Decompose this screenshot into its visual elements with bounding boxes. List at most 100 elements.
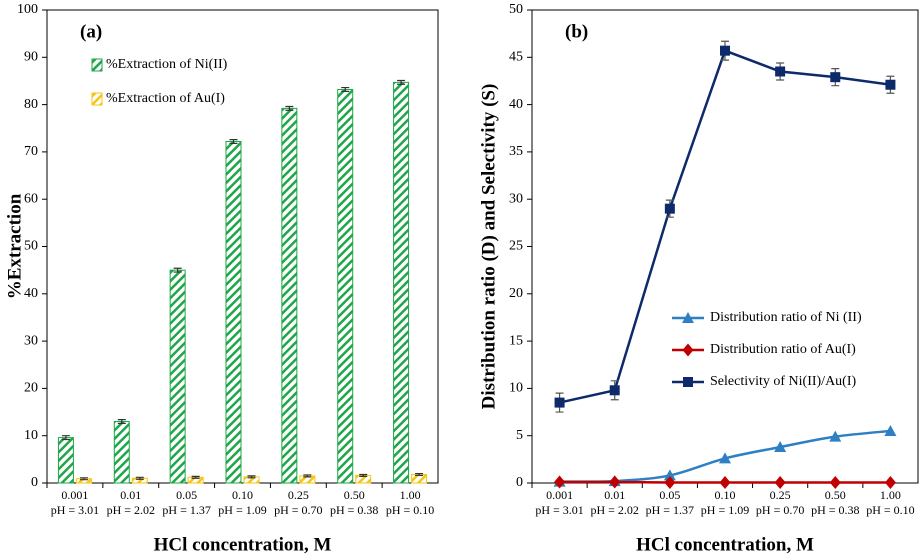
y-tick-label: 0: [31, 475, 38, 490]
x-tick-label: 0.05: [176, 488, 197, 502]
y-tick-label: 35: [509, 144, 523, 159]
marker: [885, 79, 896, 90]
error-bar: [117, 419, 126, 425]
x-tick-note: pH = 0.70: [274, 503, 322, 517]
error-bar: [79, 477, 88, 481]
y-tick-label: 80: [24, 97, 38, 112]
x-tick-label: 0.05: [659, 488, 680, 502]
marker: [720, 45, 730, 56]
x-tick-label: 0.25: [770, 488, 791, 502]
marker: [774, 476, 786, 490]
x-tick-note: pH = 0.38: [811, 503, 859, 517]
y-tick-label: 10: [24, 428, 38, 443]
y-tick-label: 60: [24, 191, 38, 206]
legend-label: %Extraction of Ni(II): [106, 57, 228, 72]
x-tick-note: pH = 1.37: [646, 503, 694, 517]
bar: [393, 81, 410, 484]
legend-swatch: [91, 92, 103, 106]
y-tick-label: 25: [509, 239, 523, 254]
x-tick-label: 1.00: [880, 488, 901, 502]
marker: [664, 203, 675, 214]
y-tick-label: 20: [24, 381, 38, 396]
y-tick-label: 100: [17, 2, 38, 17]
error-bar: [173, 267, 182, 273]
plot-frame: [46, 9, 439, 484]
legend-label: Distribution ratio of Au(I): [710, 342, 856, 357]
y-tick-label: 15: [509, 333, 523, 348]
marker: [682, 312, 694, 323]
marker: [663, 469, 676, 481]
y-tick-label: 40: [24, 286, 38, 301]
x-tick-note: pH = 0.10: [386, 503, 434, 517]
marker: [775, 66, 786, 77]
error-bar: [303, 474, 312, 478]
marker: [830, 72, 841, 83]
error-bar: [397, 79, 406, 85]
y-tick-label: 90: [24, 50, 38, 65]
x-axis-title: HCl concentration, M: [154, 534, 332, 555]
x-tick-note: pH = 0.70: [756, 503, 804, 517]
marker: [719, 452, 731, 464]
x-tick-label: 0.01: [604, 488, 625, 502]
bar: [113, 421, 130, 484]
x-tick-label: 0.001: [546, 488, 573, 502]
x-tick-label: 0.50: [825, 488, 846, 502]
error-bar: [229, 139, 238, 144]
marker: [683, 377, 693, 387]
error-bar: [359, 473, 368, 477]
y-tick-label: 10: [509, 381, 523, 396]
error-bar: [285, 105, 294, 111]
y-tick-label: 30: [509, 191, 523, 206]
legend-label: Selectivity of Ni(II)/Au(I): [710, 374, 857, 389]
y-tick-label: 50: [24, 239, 38, 254]
x-tick-note: pH = 2.02: [107, 503, 155, 517]
error-bar: [415, 472, 424, 477]
marker: [829, 476, 841, 490]
legend-swatch: [91, 58, 103, 72]
bar: [281, 107, 298, 484]
x-tick-label: 0.10: [232, 488, 253, 502]
x-tick-note: pH = 0.38: [330, 503, 378, 517]
x-axis-title: HCl concentration, M: [636, 534, 814, 555]
bar: [169, 269, 186, 484]
x-tick-label: 0.01: [120, 488, 141, 502]
marker: [554, 475, 566, 489]
panel-label: (b): [565, 21, 588, 42]
x-tick-label: 0.50: [344, 488, 365, 502]
marker: [774, 441, 787, 453]
marker: [609, 475, 621, 489]
x-tick-label: 1.00: [400, 488, 421, 502]
x-tick-note: pH = 1.37: [162, 503, 210, 517]
y-tick-label: 45: [509, 50, 523, 65]
y-axis-title: %Extraction: [4, 193, 25, 299]
marker: [884, 476, 896, 490]
error-bar: [341, 86, 350, 92]
error-bar: [191, 475, 200, 479]
x-tick-label: 0.001: [61, 488, 88, 502]
y-tick-label: 40: [509, 97, 523, 112]
y-tick-label: 50: [509, 2, 523, 17]
marker: [884, 424, 897, 436]
bar: [57, 437, 74, 484]
marker: [682, 343, 694, 357]
x-tick-note: pH = 3.01: [51, 503, 99, 517]
x-tick-note: pH = 0.10: [866, 503, 914, 517]
y-tick-label: 5: [516, 428, 523, 443]
legend-label: Distribution ratio of Ni (II): [710, 310, 862, 325]
bar: [337, 88, 354, 484]
x-tick-label: 0.25: [288, 488, 309, 502]
marker: [719, 476, 731, 490]
bar: [225, 140, 242, 484]
marker: [829, 430, 842, 442]
y-tick-label: 30: [24, 333, 38, 348]
x-tick-note: pH = 1.09: [218, 503, 266, 517]
marker: [609, 385, 620, 396]
y-tick-label: 0: [516, 475, 523, 490]
marker: [554, 397, 565, 408]
x-tick-label: 0.10: [715, 488, 736, 502]
error-bar: [247, 475, 256, 479]
y-tick-label: 70: [24, 144, 38, 159]
error-bar: [135, 476, 144, 480]
panel-label: (a): [80, 21, 102, 42]
